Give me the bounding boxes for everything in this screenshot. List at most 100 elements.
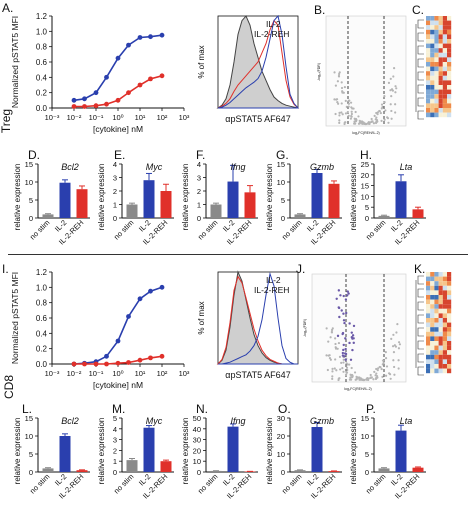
heatmap-cell <box>442 52 447 58</box>
volcano-point <box>330 330 333 334</box>
bar-no-stim <box>294 470 306 472</box>
heatmap-cell <box>438 112 443 118</box>
y-tick-label: 1.2 <box>36 12 48 21</box>
volcano-point <box>342 358 345 361</box>
volcano-point <box>384 109 387 112</box>
volcano-point-significant <box>337 306 340 309</box>
volcano-point <box>331 367 334 371</box>
volcano-point <box>363 122 367 126</box>
volcano-point-significant <box>339 294 342 297</box>
heatmap-cell <box>430 71 435 76</box>
y-tick-label: 10 <box>277 178 285 187</box>
volcano-point <box>345 371 349 374</box>
heatmap-cell <box>426 94 431 99</box>
volcano-point-significant <box>349 358 353 361</box>
y-axis-label: relative expression <box>265 418 274 485</box>
heatmap-cell <box>438 272 443 277</box>
dendrogram-branch <box>417 366 424 376</box>
heatmap-cell <box>447 341 452 346</box>
x-axis-label: [cytokine] nM <box>93 124 143 134</box>
heatmap-cell <box>447 350 452 355</box>
heatmap-cell <box>447 112 452 118</box>
volcano-point <box>361 378 364 382</box>
volcano-point <box>397 367 400 370</box>
heatmap-cell <box>438 52 443 58</box>
heatmap-cell <box>426 62 431 67</box>
data-point-il-2 <box>148 288 153 294</box>
heatmap-cell <box>434 48 439 53</box>
volcano-point <box>375 372 378 375</box>
volcano-point <box>343 85 347 89</box>
volcano-point <box>378 110 381 113</box>
dendrogram-branch <box>417 97 424 107</box>
volcano-point <box>331 370 334 373</box>
y-tick-label: 30 <box>277 414 285 423</box>
heatmap-cell <box>434 299 439 305</box>
heatmap-cell <box>442 103 447 108</box>
bar-il-2 <box>227 181 239 218</box>
y-tick-label: 40 <box>193 425 201 434</box>
y-tick-label: 0 <box>365 468 369 477</box>
heatmap-cell <box>442 304 447 309</box>
heatmap-k <box>415 272 452 376</box>
volcano-point <box>354 110 357 114</box>
volcano-point <box>384 356 388 360</box>
volcano-point <box>369 373 372 377</box>
heatmap-cell <box>447 94 452 99</box>
volcano-point <box>350 366 353 370</box>
heatmap-cell <box>438 350 443 355</box>
volcano-point <box>370 117 373 121</box>
volcano-point <box>394 91 397 94</box>
heatmap-cell <box>447 108 452 113</box>
heatmap-cell <box>434 16 439 21</box>
heatmap-cell <box>447 75 452 81</box>
y-tick-label: 0.2 <box>36 89 48 98</box>
volcano-point-significant <box>340 309 343 312</box>
volcano-point <box>349 376 352 379</box>
heatmap-cell <box>426 39 431 44</box>
y-tick-label: 0 <box>113 214 117 223</box>
x-tick-label: 10³ <box>179 113 190 122</box>
heatmap-cell <box>438 80 443 85</box>
x-tick-label: 10⁻² <box>67 369 82 378</box>
x-axis-label: [cytokine] nM <box>93 380 143 390</box>
heatmap-cell <box>438 308 443 314</box>
volcano-point <box>329 358 332 361</box>
volcano-point <box>344 373 348 376</box>
heatmap-cell <box>434 112 439 118</box>
volcano-j-xlabel: log₂FC(REH/IL-2) <box>344 387 371 391</box>
heatmap-cell <box>426 299 431 305</box>
volcano-point <box>348 363 351 366</box>
flow-histogram-a: % of max αpSTAT5 AF647 IL-2IL-2-REH <box>197 14 300 124</box>
heatmap-cell <box>442 272 447 277</box>
volcano-point-significant <box>343 352 347 355</box>
volcano-point <box>395 87 398 90</box>
volcano-plot-j: -log₁₀(FDR) log₂FC(REH/IL-2) <box>303 273 407 391</box>
heatmap-cell <box>426 285 431 291</box>
y-tick-label: 15 <box>25 160 33 169</box>
panel-letter-c: C. <box>412 3 424 17</box>
section-divider <box>8 254 468 255</box>
heatmap-cell <box>438 322 443 328</box>
heatmap-cell <box>438 354 443 360</box>
heatmap-cell <box>442 327 447 332</box>
volcano-plot-b: -log₁₀(FDR) log₂FC(REH/IL-2) <box>317 15 407 135</box>
y-axis-label: relative expression <box>265 164 274 231</box>
heatmap-cell <box>430 29 435 35</box>
data-point-il-2 <box>159 32 165 38</box>
heatmap-cell <box>434 94 439 99</box>
dendrogram-branch <box>417 353 424 363</box>
data-point-il-2-reh <box>115 97 121 103</box>
y-tick-label: 15 <box>25 414 33 423</box>
volcano-point <box>331 377 334 380</box>
volcano-point <box>350 374 353 377</box>
heatmap-cell <box>442 313 447 318</box>
heatmap-cell <box>442 108 447 113</box>
x-axis-label: αpSTAT5 AF647 <box>225 370 290 380</box>
gene-title: Myc <box>146 162 163 172</box>
y-tick-label: 0 <box>281 468 285 477</box>
heatmap-cell <box>442 354 447 360</box>
heatmap-cell <box>426 350 431 355</box>
heatmap-cell <box>438 85 443 90</box>
y-axis-label: relative expression <box>97 164 106 231</box>
